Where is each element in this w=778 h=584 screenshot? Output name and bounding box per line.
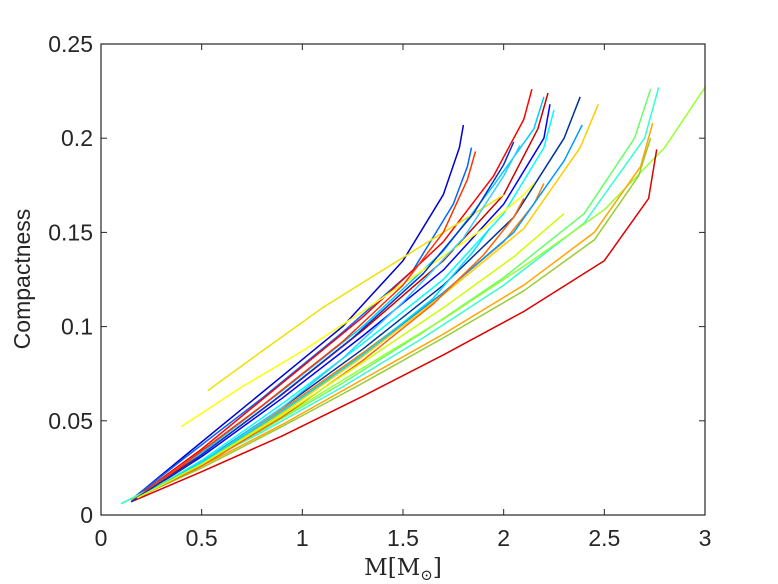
x-axis-label-sub: ⊙ — [420, 566, 433, 584]
y-tick-label: 0.15 — [48, 219, 93, 245]
series-line-20 — [175, 145, 521, 478]
x-tick-label: 2 — [497, 525, 510, 551]
x-axis-label: M[M⊙] — [364, 555, 442, 584]
series-line-21 — [130, 151, 477, 503]
series-line-19 — [130, 149, 658, 503]
x-tick-label: 0.5 — [186, 525, 218, 551]
y-tick-label: 0.25 — [48, 31, 93, 57]
series-line-1 — [130, 124, 465, 501]
series-line-17 — [130, 122, 654, 501]
series-line-12 — [181, 182, 535, 428]
y-tick-label: 0.05 — [48, 408, 93, 434]
series-line-4 — [136, 96, 545, 497]
y-tick-label: 0.1 — [61, 314, 93, 340]
y-ticks: 0 0.05 0.1 0.15 0.2 0.25 — [48, 31, 705, 528]
x-tick-label: 0 — [95, 525, 108, 551]
x-tick-label: 1.5 — [387, 525, 419, 551]
y-tick-label: 0.2 — [61, 125, 93, 151]
series-line-22 — [130, 141, 515, 503]
series-line-23 — [136, 228, 491, 499]
series-line-7 — [136, 109, 555, 499]
x-tick-label: 3 — [699, 525, 712, 551]
series-line-24 — [136, 198, 525, 499]
series-line-25 — [136, 213, 565, 499]
series-line-18 — [130, 137, 652, 501]
series-line-3 — [136, 89, 533, 497]
y-tick-label: 0 — [80, 502, 93, 528]
x-axis-label-main: M[M — [364, 555, 420, 581]
x-axis-label-close: ] — [433, 555, 442, 581]
y-axis-label: Compactness — [9, 209, 35, 350]
series-lines — [120, 86, 706, 505]
x-tick-label: 2.5 — [588, 525, 620, 551]
x-tick-label: 1 — [296, 525, 309, 551]
x-ticks: 0 0.5 1 1.5 2 2.5 3 — [95, 44, 712, 551]
